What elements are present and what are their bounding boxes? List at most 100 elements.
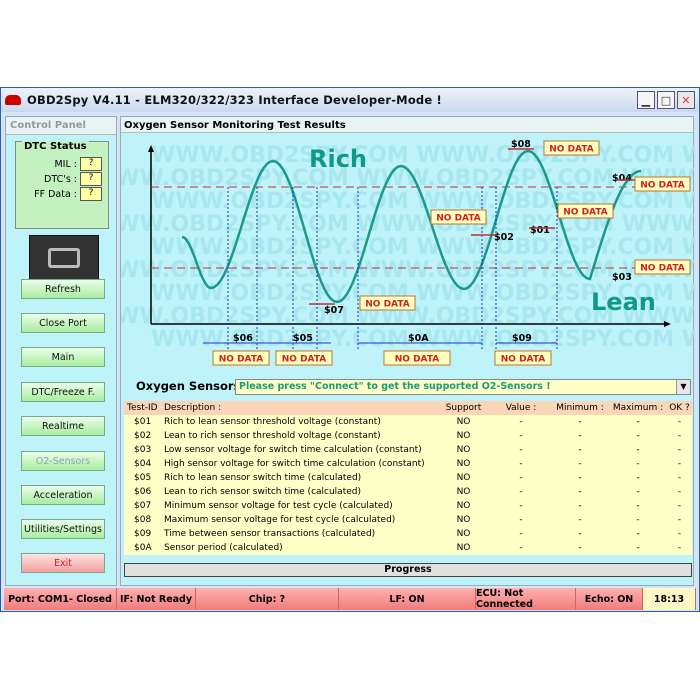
table-cell: - [578, 431, 582, 441]
table-cell: - [519, 445, 523, 455]
app-window: OBD2Spy V4.11 - ELM320/322/323 Interface… [0, 87, 700, 612]
o2-sensors-button[interactable]: O2-Sensors [21, 451, 105, 471]
table-cell: - [578, 459, 582, 469]
table-cell: $05 [134, 473, 152, 483]
status-ecu: ECU: Not Connected [476, 588, 576, 610]
table-cell: Minimum sensor voltage for test cycle (c… [164, 501, 393, 511]
table-cell: - [677, 473, 682, 483]
no-data-box [430, 209, 487, 225]
no-data-text: NO DATA [365, 300, 409, 310]
table-cell: - [578, 529, 582, 539]
mil-label: MIL : [54, 158, 77, 170]
table-cell: - [636, 417, 640, 427]
sensor-wave [181, 149, 642, 304]
table-cell: - [677, 487, 682, 497]
marker-label: $04 [612, 173, 632, 184]
no-data-text: NO DATA [549, 145, 593, 155]
interval-label: $09 [512, 333, 532, 344]
window-title: OBD2Spy V4.11 - ELM320/322/323 Interface… [27, 93, 443, 107]
status-chip: Chip: ? [196, 588, 339, 610]
interval-label: $06 [233, 333, 253, 344]
marker-label: $01 [530, 225, 550, 236]
status-echo: Echo: ON [576, 588, 643, 610]
table-cell: $04 [134, 459, 152, 469]
main-panel: Oxygen Sensor Monitoring Test Results WW… [120, 116, 695, 586]
no-data-text: NO DATA [282, 355, 326, 365]
dtc-status-title: DTC Status [22, 141, 89, 152]
exit-button[interactable]: Exit [21, 553, 105, 573]
main-button[interactable]: Main [21, 347, 105, 367]
table-cell: Sensor period (calculated) [164, 543, 283, 553]
table-cell: $03 [134, 445, 152, 455]
table-cell: - [677, 445, 682, 455]
control-panel: Control Panel DTC Status MIL :? DTC's :?… [5, 116, 117, 586]
progress-bar: Progress [124, 563, 692, 577]
interval-label: $05 [293, 333, 313, 344]
dtcs-value: ? [80, 172, 102, 186]
table-cell: - [519, 473, 523, 483]
table-cell: - [636, 431, 640, 441]
table-cell: - [636, 487, 640, 497]
table-cell: NO [456, 473, 471, 483]
maximize-button[interactable]: □ [657, 91, 675, 109]
no-data-box [557, 203, 614, 219]
ff-data-label: FF Data : [34, 188, 77, 200]
table-cell: - [519, 459, 523, 469]
table-cell: NO [456, 501, 471, 511]
table-cell: $06 [134, 487, 152, 497]
table-cell: - [519, 543, 523, 553]
no-data-text: NO DATA [501, 355, 545, 365]
car-icon [5, 95, 21, 105]
chevron-down-icon[interactable]: ▼ [676, 380, 690, 394]
utilities-settings-button[interactable]: Utilities/Settings [21, 519, 105, 539]
status-bar: Port: COM1- Closed IF: Not Ready Chip: ?… [4, 588, 696, 610]
table-cell: - [677, 543, 682, 553]
column-header: Description : [164, 403, 222, 413]
watermark-text: WWW.OBD2SPY.COM WWW.OBD2SPY.COM WWW.OBD2… [151, 281, 695, 306]
oxygen-sensors-select[interactable]: Please press "Connect" to get the suppor… [235, 379, 691, 395]
table-cell: - [636, 459, 640, 469]
marker-label: $08 [511, 139, 531, 150]
table-cell: Maximum sensor voltage for test cycle (c… [164, 515, 396, 525]
table-cell: $01 [134, 417, 152, 427]
table-cell: - [636, 473, 640, 483]
table-cell: - [519, 431, 523, 441]
table-cell: Rich to lean sensor threshold voltage (c… [164, 417, 381, 427]
no-data-box [359, 295, 416, 311]
ff-data-row: FF Data :? [34, 187, 102, 201]
interval-label: $0A [408, 333, 429, 344]
table-cell: NO [456, 487, 471, 497]
table-cell: $0A [134, 543, 152, 553]
control-panel-title: Control Panel [6, 117, 116, 135]
table-cell: - [578, 473, 582, 483]
marker-label: $03 [612, 272, 632, 283]
acceleration-button[interactable]: Acceleration [21, 485, 105, 505]
table-cell: - [677, 459, 682, 469]
table-row: $06 Lean to rich sensor switch time (calc… [124, 485, 692, 499]
dtc-freeze-button[interactable]: DTC/Freeze F. [21, 382, 105, 402]
oxygen-sensors-value: Please press "Connect" to get the suppor… [239, 381, 551, 392]
close-port-button[interactable]: Close Port [21, 313, 105, 333]
table-cell: - [636, 543, 640, 553]
column-header: Test-ID [127, 403, 158, 413]
table-cell: - [519, 501, 523, 511]
status-if: IF: Not Ready [117, 588, 196, 610]
table-cell: NO [456, 529, 471, 539]
table-row: $05 Rich to lean sensor switch time (calc… [124, 471, 692, 485]
table-cell: NO [456, 459, 471, 469]
no-data-box [634, 259, 691, 275]
table-cell: - [677, 417, 682, 427]
close-button[interactable]: ✕ [677, 91, 695, 109]
realtime-button[interactable]: Realtime [21, 416, 105, 436]
table-cell: $08 [134, 515, 152, 525]
minimize-button[interactable]: ▁ [637, 91, 655, 109]
table-cell: - [519, 417, 523, 427]
table-cell: - [519, 515, 523, 525]
table-cell: High sensor voltage for switch time calc… [164, 459, 425, 469]
table-cell: - [636, 515, 640, 525]
refresh-button[interactable]: Refresh [21, 279, 105, 299]
table-cell: NO [456, 515, 471, 525]
dtc-status-group: DTC Status MIL :? DTC's :? FF Data :? [15, 141, 109, 229]
title-bar[interactable]: OBD2Spy V4.11 - ELM320/322/323 Interface… [1, 88, 699, 112]
no-data-text: NO DATA [436, 214, 480, 224]
